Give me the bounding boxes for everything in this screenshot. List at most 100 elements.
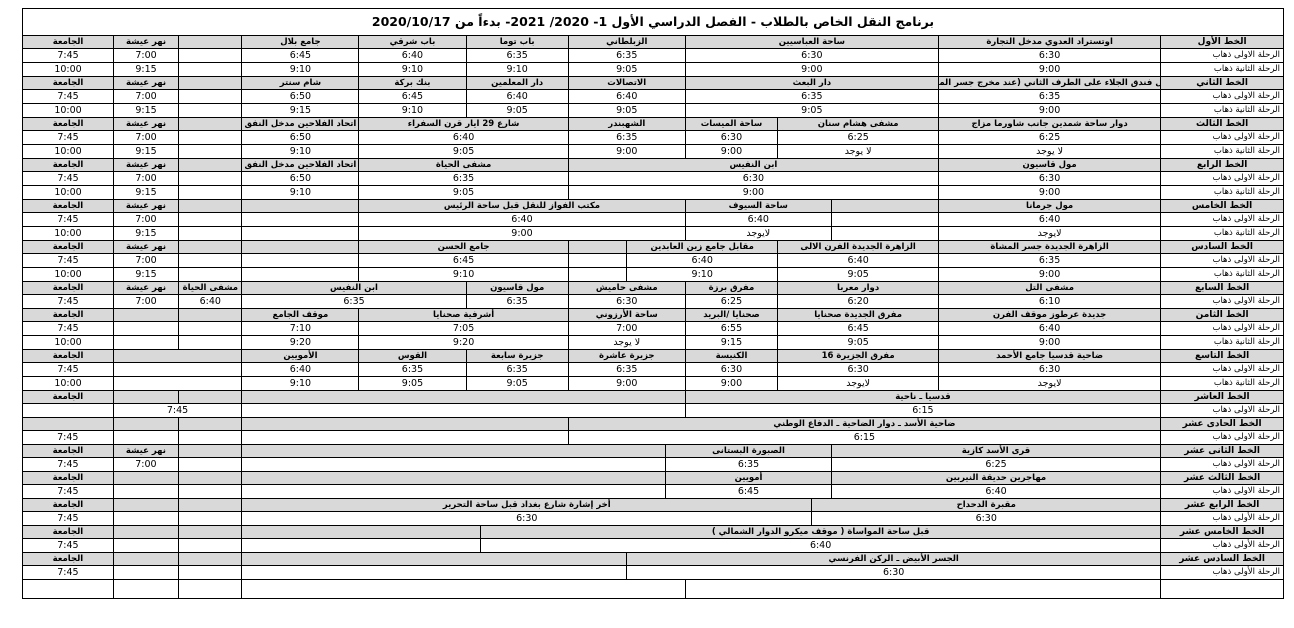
time-cell: [112, 580, 179, 599]
time-cell: [112, 539, 179, 553]
time-cell: 6:35: [465, 49, 568, 63]
trip-label-cell: الرحلة الاولى ذهاب: [1160, 322, 1283, 336]
table-row: الخط السابع مشفى التل دوار معربا مفرق برزة م…: [22, 282, 1283, 295]
stop-header-cell: شارع 29 ايار قرن السفراء: [358, 118, 568, 131]
time-cell: [567, 268, 627, 282]
line-name-cell: الخط الرابع: [1160, 159, 1283, 172]
time-cell: 7:00: [112, 49, 179, 63]
stop-header-cell: الجامعة: [22, 200, 113, 213]
stop-header-cell: موقف الجامع: [241, 309, 359, 322]
stop-header-cell: نهر عيشة: [112, 36, 179, 49]
time-cell: [178, 172, 242, 186]
time-cell: [178, 322, 242, 336]
time-cell: [178, 539, 242, 553]
time-cell: 7:45: [22, 431, 113, 445]
time-cell: 10:00: [22, 268, 113, 282]
time-cell: 9:10: [241, 145, 359, 159]
line-name-cell: الخط الثاني: [1160, 77, 1283, 90]
time-cell: 6:30: [777, 363, 938, 377]
time-cell: 6:40: [358, 131, 568, 145]
time-cell: 7:45: [22, 172, 113, 186]
stop-header-cell: [112, 391, 179, 404]
stop-header-cell: الأمويين: [241, 350, 359, 363]
stop-header-cell: الشهبندر: [567, 118, 685, 131]
table-row: الرحلة الاولى ذهاب 6:40 6:45 6:55 7:00 7:05 7:…: [22, 322, 1283, 336]
time-cell: 6:30: [626, 566, 1161, 580]
stop-header-cell: [241, 553, 627, 566]
time-cell: 6:30: [938, 49, 1161, 63]
trip-label-cell: الرحلة الاولى ذهاب: [1160, 254, 1283, 268]
time-cell: 6:30: [684, 131, 778, 145]
stop-header-cell: أشرفية صحنايا: [358, 309, 568, 322]
table-row: الرحلة الثانية ذهاب 9:00 9:00 9:05 9:10 9:15 1…: [22, 186, 1283, 200]
time-cell: 7:45: [22, 485, 113, 499]
time-cell: 6:35: [465, 295, 568, 309]
stop-header-cell: الجامعة: [22, 241, 113, 254]
table-row: الخط الرابع مول قاسيون ابن النفيس مشفى الحي…: [22, 159, 1283, 172]
time-cell: 6:35: [241, 295, 466, 309]
table-row: الرحلة الاولى ذهاب 6:35 6:40 6:40 6:45 7:00 7:…: [22, 254, 1283, 268]
time-cell: 9:10: [465, 63, 568, 77]
time-cell: 7:45: [22, 131, 113, 145]
trip-label-cell: الرحلة الأولى ذهاب: [1160, 539, 1283, 553]
stop-header-cell: نهر عيشة: [112, 159, 179, 172]
stop-header-cell: الجامعة: [22, 445, 113, 458]
time-cell: [178, 90, 242, 104]
time-cell: 7:45: [22, 90, 113, 104]
time-cell: 6:35: [567, 49, 685, 63]
stop-header-cell: [112, 472, 179, 485]
time-cell: 9:15: [241, 104, 359, 118]
time-cell: 6:20: [777, 295, 938, 309]
stop-header-cell: جزيرة سابعة: [465, 350, 568, 363]
stop-header-cell: نهر عيشة: [112, 445, 179, 458]
time-cell: 9:00: [938, 63, 1161, 77]
time-cell: [178, 485, 242, 499]
stop-header-cell: نهر عيشة: [112, 241, 179, 254]
stop-header-cell: نهر عيشة: [112, 118, 179, 131]
table-row: الرحلة الاولى ذهاب 6:30 6:30 6:30 6:35 6:35 6:…: [22, 363, 1283, 377]
time-cell: 6:55: [684, 322, 778, 336]
time-cell: 6:40: [465, 90, 568, 104]
stop-header-cell: ساحة العباسيين: [684, 36, 938, 49]
time-cell: [112, 512, 179, 526]
stop-header-cell: [112, 499, 179, 512]
time-cell: 6:35: [665, 458, 831, 472]
stop-header-cell: جامع بلال: [241, 36, 359, 49]
stop-header-cell: [177, 418, 242, 431]
stop-header-cell: مقابل فندق الجلاء على الطرف الثاني (عند …: [938, 77, 1161, 90]
time-cell: 6:30: [684, 363, 778, 377]
time-cell: [22, 580, 113, 599]
time-cell: 6:30: [241, 512, 812, 526]
line-name-cell: الخط السادس: [1160, 241, 1283, 254]
table-row: الرحلة الثانية ذهاب لا يوجد لا يوجد 9:00 9:0…: [22, 145, 1283, 159]
stop-header-cell: مول قاسيون: [465, 282, 568, 295]
time-cell: [684, 580, 1161, 599]
line-name-cell: الخط الأول: [1160, 36, 1283, 49]
time-cell: 7:00: [112, 90, 179, 104]
time-cell: 6:35: [358, 363, 466, 377]
stop-header-cell: الصبورة البستانى: [665, 445, 831, 458]
trip-label-cell: الرحلة الأولى ذهاب: [1160, 512, 1283, 526]
time-cell: لا يوجد: [777, 145, 938, 159]
time-cell: [178, 63, 242, 77]
time-cell: [830, 213, 938, 227]
stop-header-cell: جديدة عرطوز موقف الفرن: [938, 309, 1161, 322]
stop-header-cell: باب توما: [465, 36, 568, 49]
time-cell: [178, 145, 242, 159]
time-cell: لايوجد: [938, 227, 1161, 241]
stop-header-cell: [178, 118, 242, 131]
time-cell: 9:00: [684, 63, 938, 77]
trip-label-cell: الرحلة الثانية ذهاب: [1160, 227, 1283, 241]
time-cell: 9:05: [567, 104, 685, 118]
stop-header-cell: باب شرقي: [358, 36, 466, 49]
stop-header-cell: [241, 200, 359, 213]
time-cell: 9:20: [241, 336, 359, 350]
stop-header-cell: [178, 241, 242, 254]
stop-header-cell: الزبلطاني: [567, 36, 685, 49]
stop-header-cell: الجامعة: [22, 350, 113, 363]
trip-label-cell: الرحلة الثانية ذهاب: [1160, 186, 1283, 200]
stop-header-cell: [178, 159, 242, 172]
stop-header-cell: [241, 526, 481, 539]
time-cell: 7:45: [22, 254, 113, 268]
table-row: الخط الحادى عشر ضاحية الأسد ـ دوار الضاحي…: [22, 418, 1283, 431]
